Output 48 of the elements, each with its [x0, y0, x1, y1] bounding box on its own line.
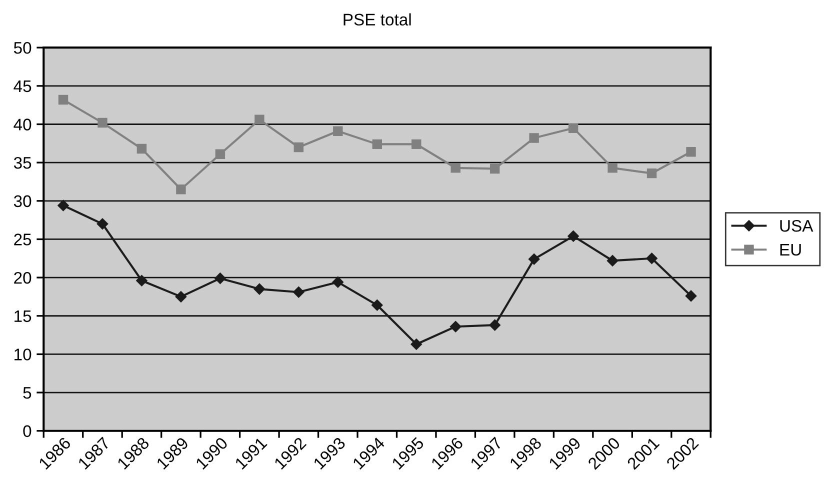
point — [136, 144, 147, 154]
point — [58, 200, 69, 212]
point — [176, 184, 186, 194]
y-tick-label: 0 — [23, 425, 32, 438]
y-tick-label: 25 — [14, 234, 32, 246]
point — [332, 276, 344, 288]
chart-title: PSE total — [344, 13, 411, 26]
point — [98, 118, 108, 128]
point — [96, 218, 108, 230]
point — [528, 254, 540, 265]
point — [450, 321, 462, 332]
point — [58, 94, 68, 105]
point — [372, 139, 382, 150]
point — [568, 230, 579, 242]
point — [489, 319, 500, 331]
y-tick-label: 20 — [14, 272, 32, 284]
y-tick-label: 40 — [14, 118, 32, 130]
point — [646, 252, 658, 264]
point — [529, 133, 539, 143]
point — [685, 290, 697, 302]
y-tick-label: 15 — [14, 310, 32, 322]
point — [606, 255, 618, 266]
point — [175, 291, 187, 302]
y-tick-label: 5 — [23, 387, 32, 399]
point — [372, 300, 383, 311]
point — [450, 163, 460, 173]
point — [608, 163, 618, 173]
point — [646, 168, 657, 178]
point — [293, 286, 304, 298]
point — [294, 142, 304, 152]
legend-label: USA — [780, 220, 814, 232]
point — [333, 126, 343, 136]
y-tick-label: 10 — [14, 348, 32, 360]
point — [254, 114, 264, 125]
y-tick-label: 30 — [14, 195, 32, 208]
point — [568, 123, 578, 133]
y-tick-label: 50 — [14, 42, 32, 54]
point — [254, 283, 266, 295]
point — [686, 146, 696, 157]
point — [412, 139, 422, 150]
y-tick-label: 45 — [14, 80, 32, 92]
legend-label: EU — [780, 244, 801, 256]
point — [136, 275, 148, 286]
point — [214, 272, 226, 284]
point — [490, 164, 500, 174]
y-tick-label: 35 — [14, 156, 32, 169]
point — [410, 338, 422, 350]
point — [215, 149, 226, 160]
